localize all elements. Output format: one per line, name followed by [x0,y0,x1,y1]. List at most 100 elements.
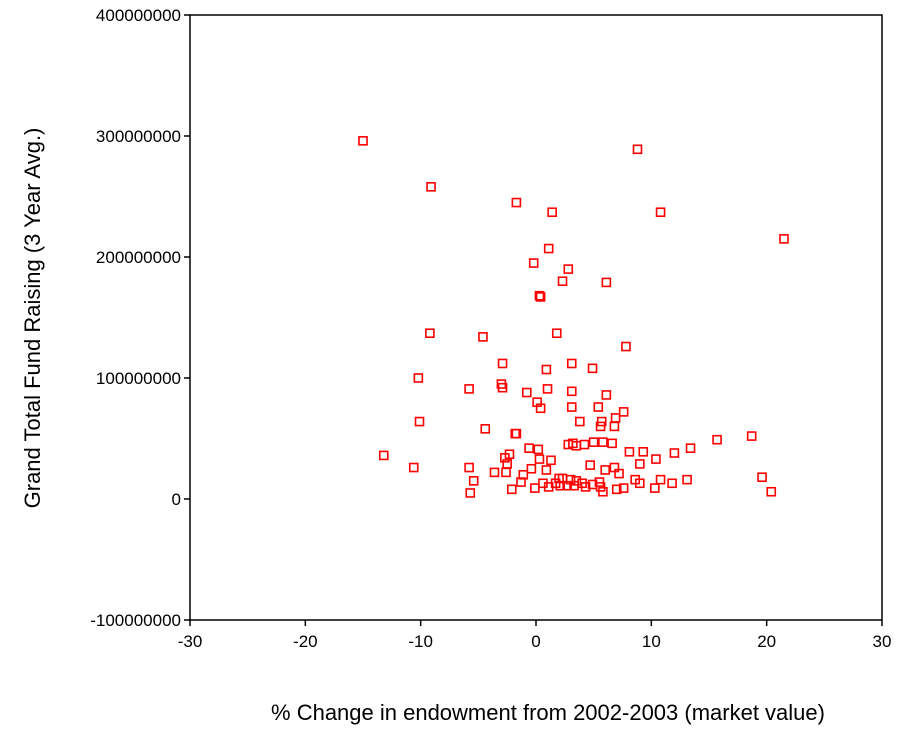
data-point [638,447,649,457]
data-point [378,450,389,461]
data-point [542,384,553,394]
data-point [618,407,629,417]
data-point [501,467,511,478]
y-tick-label: 300000000 [96,127,181,146]
data-point [634,459,645,469]
data-point [497,382,508,393]
data-point [569,480,579,491]
y-tick-label: 100000000 [96,369,181,388]
data-point [408,462,419,473]
data-point [634,478,645,489]
x-axis-title: % Change in endowment from 2002-2003 (ma… [271,700,825,725]
data-point [632,144,643,155]
data-point [541,465,552,475]
data-point [521,387,532,398]
data-point [480,424,491,434]
x-tick-label: 0 [531,632,540,651]
data-point [541,364,552,375]
data-point [425,328,435,339]
data-point [566,386,577,397]
data-point [563,264,574,274]
data-point [547,207,557,218]
data-point [516,477,526,487]
data-point [546,455,556,466]
data-point [562,480,572,491]
data-point [669,448,680,458]
x-tick-label: 20 [757,632,776,651]
data-point [651,454,661,464]
x-tick-label: -10 [408,632,433,651]
data-point [555,480,566,491]
data-point [533,444,544,455]
data-point [746,431,757,441]
data-point [535,403,546,414]
data-point [595,482,606,492]
y-tick-label: 400000000 [96,6,181,25]
data-point [598,437,608,447]
data-point [600,465,611,475]
data-point [611,484,622,495]
data-point [563,439,574,450]
data-point [757,472,767,483]
data-point [682,474,692,485]
data-point [609,421,620,432]
plot-frame [189,14,883,621]
data-point [601,277,612,288]
data-point [618,483,629,493]
data-point [624,447,635,457]
y-axis: -100000000 0 100000000 200000000 300000000 40… [90,6,190,630]
data-points [358,136,789,498]
x-tick-label: 30 [873,632,892,651]
data-point [468,476,479,486]
data-point [465,488,476,498]
data-point [601,390,612,400]
data-point [607,438,617,449]
data-point [614,468,624,479]
data-point [511,428,522,439]
data-point [766,486,777,497]
data-point [511,197,522,208]
data-point [502,459,512,469]
data-point [712,434,722,445]
data-point [566,358,577,369]
x-axis: -30 -20 -10 0 10 20 30 [178,620,892,651]
data-point [621,341,631,352]
x-tick-label: -20 [293,632,318,651]
data-point [655,207,666,218]
y-tick-label: 200000000 [96,248,181,267]
data-point [551,328,562,339]
data-point [534,454,545,464]
x-tick-label: -30 [178,632,203,651]
data-point [500,453,510,463]
data-point [566,402,577,412]
data-point [535,292,546,302]
x-tick-label: 10 [642,632,661,651]
data-point [655,474,666,485]
data-point [489,467,500,478]
data-point [464,462,474,473]
data-point [497,358,508,369]
data-point [413,373,424,383]
data-point [464,384,474,394]
data-point [530,483,540,493]
data-point [506,484,517,495]
data-point [610,413,621,423]
data-point [580,482,591,492]
data-point [779,234,789,244]
data-point [579,439,590,450]
data-point [595,421,606,432]
data-point [667,478,677,489]
data-point [598,486,608,497]
data-point [649,483,660,493]
data-point [414,416,425,427]
data-point [571,476,582,486]
data-point [685,443,696,453]
y-tick-label: -100000000 [90,611,181,630]
data-point [524,443,534,453]
y-tick-label: 0 [172,490,181,509]
data-point [528,258,539,268]
data-point [585,460,596,470]
data-point [588,437,599,447]
data-point [534,290,545,301]
